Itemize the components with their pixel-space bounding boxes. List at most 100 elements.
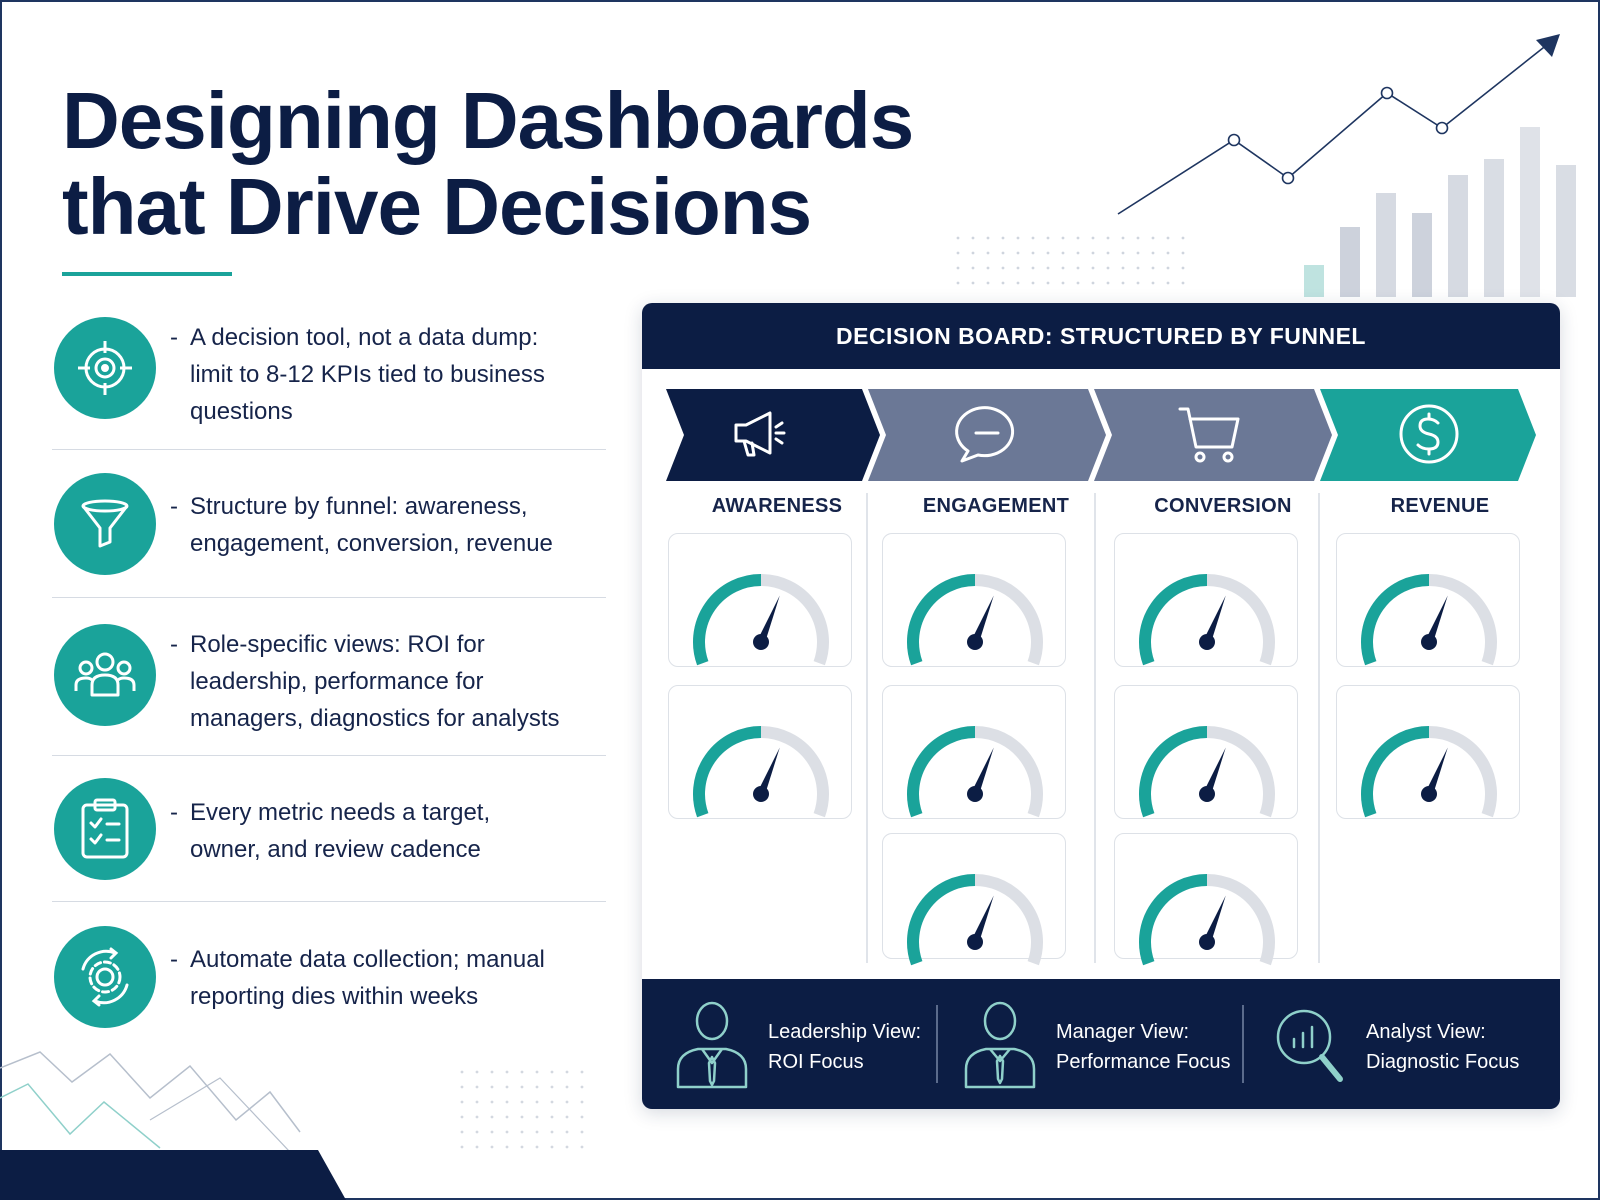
gauge-hub xyxy=(1199,634,1215,650)
kpi-gauge-card xyxy=(882,685,1066,819)
shopping-cart-icon xyxy=(1178,407,1240,463)
gear-cycle-icon xyxy=(54,926,156,1028)
gauge-hub xyxy=(1199,934,1215,950)
list-item-text: - Every metric needs a target, owner, an… xyxy=(170,799,491,863)
gauge-hub xyxy=(967,786,983,802)
stage-label-engagement: ENGAGEMENT xyxy=(922,495,1070,517)
stage-label-awareness: AWARENESS xyxy=(711,495,843,517)
gauge-icon xyxy=(1139,726,1275,818)
gauge-hub xyxy=(753,786,769,802)
gauge-fill-arc xyxy=(1361,726,1430,818)
bottom-left-decoration xyxy=(0,1051,346,1200)
gauge-needle xyxy=(971,895,994,944)
view-analyst-text: Analyst View: Diagnostic Focus xyxy=(1366,1021,1520,1073)
kpi-gauge-card xyxy=(882,833,1066,966)
stage-arrow-conversion xyxy=(1094,389,1332,481)
gauge-fill-arc xyxy=(1361,574,1430,666)
list-item: - Role-specific views: ROI for leadershi… xyxy=(52,598,606,756)
list-item-text: - Structure by funnel: awareness, engage… xyxy=(170,493,553,557)
gauge-hub xyxy=(1421,634,1437,650)
gauge-icon xyxy=(907,574,1043,666)
funnel-icon xyxy=(54,473,156,575)
stage-arrow-engagement xyxy=(868,389,1106,481)
gauge-icon xyxy=(693,574,829,666)
kpi-gauge-card xyxy=(668,685,852,819)
gauge-needle xyxy=(1203,895,1226,944)
gauge-icon xyxy=(693,726,829,818)
key-points-list: - A decision tool, not a data dump: limi… xyxy=(52,300,606,1052)
kpi-gauge-card xyxy=(882,533,1066,667)
gauge-fill-arc xyxy=(1139,726,1208,818)
gauge-icon xyxy=(907,726,1043,818)
stage-arrow-awareness xyxy=(666,389,880,481)
users-icon xyxy=(54,624,156,726)
board-header: DECISION BOARD: STRUCTURED BY FUNNEL xyxy=(642,303,1560,369)
kpi-gauge-card xyxy=(1114,833,1298,966)
funnel-stages xyxy=(666,389,1536,481)
column-divider xyxy=(1318,493,1320,963)
gauge-hub xyxy=(967,934,983,950)
manager-person-icon xyxy=(964,1001,1036,1089)
gauge-needle xyxy=(1425,747,1448,796)
gauge-fill-arc xyxy=(693,574,762,666)
column-divider xyxy=(866,493,868,963)
gauge-icon xyxy=(1139,874,1275,966)
chat-bubble-icon xyxy=(955,406,1015,463)
bar-chart-decoration xyxy=(1304,127,1576,297)
page-title: Designing Dashboards that Drive Decision… xyxy=(62,76,914,251)
view-leadership-text: Leadership View: ROI Focus xyxy=(768,1021,922,1073)
view-divider xyxy=(936,1005,938,1083)
gauge-hub xyxy=(1421,786,1437,802)
column-divider xyxy=(1094,493,1096,963)
target-icon xyxy=(54,317,156,419)
analytics-magnifier-icon xyxy=(1276,1009,1343,1082)
title-line-1: Designing Dashboards xyxy=(62,76,914,165)
role-views-bar: Leadership View: ROI Focus Manager View:… xyxy=(642,979,1560,1109)
gauge-needle xyxy=(1203,595,1226,644)
gauge-needle xyxy=(1203,747,1226,796)
clipboard-checklist-icon xyxy=(54,778,156,880)
megaphone-icon xyxy=(734,411,786,457)
trend-line-decoration xyxy=(1117,34,1560,215)
title-line-2: that Drive Decisions xyxy=(62,162,812,251)
gauge-hub xyxy=(1199,786,1215,802)
gauge-fill-arc xyxy=(907,574,976,666)
view-manager-text: Manager View: Performance Focus xyxy=(1056,1021,1231,1073)
stage-label-conversion: CONVERSION xyxy=(1154,495,1292,517)
gauge-fill-arc xyxy=(1139,874,1208,966)
kpi-gauge-card xyxy=(1336,685,1520,819)
gauge-needle xyxy=(757,595,780,644)
kpi-gauge-card xyxy=(668,533,852,667)
gauge-needle xyxy=(971,595,994,644)
list-item-text: - A decision tool, not a data dump: limi… xyxy=(170,324,545,425)
gauge-icon xyxy=(1139,574,1275,666)
gauge-icon xyxy=(907,874,1043,966)
list-item: - A decision tool, not a data dump: limi… xyxy=(52,300,606,450)
list-item-text: - Automate data collection; manual repor… xyxy=(170,946,545,1010)
list-item: - Automate data collection; manual repor… xyxy=(52,902,606,1052)
list-item: - Structure by funnel: awareness, engage… xyxy=(52,450,606,598)
gauge-hub xyxy=(753,634,769,650)
list-item-text: - Role-specific views: ROI for leadershi… xyxy=(170,631,560,732)
kpi-gauge-card xyxy=(1114,533,1298,667)
gauge-hub xyxy=(967,634,983,650)
kpi-gauge-card xyxy=(1114,685,1298,819)
gauge-needle xyxy=(971,747,994,796)
list-item: - Every metric needs a target, owner, an… xyxy=(52,756,606,902)
gauge-fill-arc xyxy=(907,874,976,966)
gauge-fill-arc xyxy=(693,726,762,818)
gauge-fill-arc xyxy=(907,726,976,818)
gauge-icon xyxy=(1361,726,1497,818)
gauge-icon xyxy=(1361,574,1497,666)
kpi-gauge-card xyxy=(1336,533,1520,667)
view-divider xyxy=(1242,1005,1244,1083)
stage-label-revenue: REVENUE xyxy=(1390,495,1490,517)
dot-grid-top xyxy=(956,236,1185,285)
dollar-icon xyxy=(1399,404,1459,464)
leader-person-icon xyxy=(676,1001,748,1089)
gauge-needle xyxy=(757,747,780,796)
dot-grid-bottom xyxy=(460,1070,584,1149)
gauge-needle xyxy=(1425,595,1448,644)
